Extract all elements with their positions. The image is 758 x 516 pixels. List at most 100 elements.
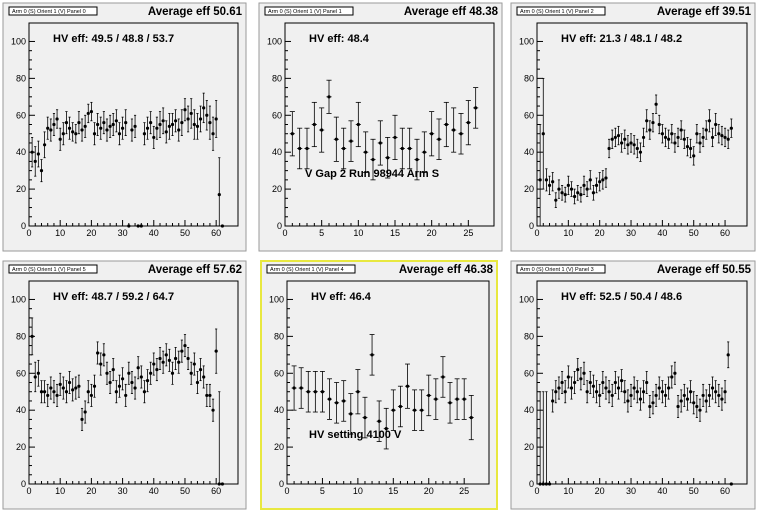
point-marker	[591, 384, 596, 388]
data-point	[607, 380, 611, 404]
data-point	[544, 168, 549, 192]
data-point	[726, 129, 730, 149]
point-marker	[186, 117, 190, 121]
point-marker	[327, 95, 331, 99]
data-point	[613, 127, 617, 148]
point-marker	[186, 356, 190, 361]
point-marker	[99, 362, 103, 366]
data-point	[720, 125, 724, 146]
y-tick-label: 100	[519, 294, 534, 304]
x-tick-label: 40	[149, 228, 159, 238]
data-point	[136, 224, 140, 228]
data-point	[170, 113, 175, 136]
data-point	[217, 157, 221, 227]
point-marker	[563, 193, 567, 197]
point-marker	[155, 126, 159, 130]
data-point	[576, 184, 580, 201]
point-marker	[455, 397, 459, 401]
data-point	[220, 482, 225, 486]
data-point	[174, 109, 178, 133]
point-marker	[152, 135, 156, 140]
data-point	[30, 137, 34, 168]
point-marker	[638, 150, 643, 154]
point-marker	[620, 379, 624, 383]
point-marker	[594, 390, 599, 394]
point-marker	[102, 353, 106, 357]
data-point	[663, 383, 668, 407]
data-point	[717, 124, 721, 144]
point-marker	[448, 401, 452, 405]
point-marker	[342, 146, 346, 151]
point-marker	[58, 382, 62, 386]
point-marker	[415, 157, 419, 162]
data-point	[641, 127, 646, 148]
point-marker	[585, 390, 589, 394]
point-marker	[682, 137, 686, 141]
point-marker	[557, 386, 561, 390]
point-marker	[717, 393, 721, 398]
point-marker	[663, 135, 668, 140]
data-point	[46, 383, 50, 407]
data-point	[183, 98, 187, 122]
data-point	[436, 118, 442, 160]
data-point	[685, 137, 690, 157]
point-marker	[202, 106, 206, 110]
data-point	[158, 347, 162, 370]
data-point	[585, 380, 589, 404]
point-marker	[573, 194, 577, 199]
point-marker	[698, 408, 702, 412]
point-marker	[685, 145, 690, 149]
point-marker	[136, 366, 140, 370]
data-point	[111, 113, 115, 136]
data-point	[582, 361, 586, 385]
data-point	[645, 109, 649, 133]
data-point	[632, 135, 636, 155]
point-marker	[61, 132, 65, 136]
data-point	[202, 92, 206, 124]
data-point	[183, 334, 187, 358]
data-point	[582, 175, 586, 196]
data-point	[108, 371, 112, 394]
data-point	[443, 101, 449, 148]
data-point	[186, 347, 190, 370]
data-point	[710, 376, 715, 400]
y-tick-label: 80	[272, 73, 282, 83]
data-point	[67, 371, 72, 394]
panel-2: 0 20 40 60 80 100 0 10 20 30 40 50 60 Arm 0 (S) Orien…	[510, 2, 756, 252]
data-point	[71, 378, 75, 402]
point-marker	[305, 146, 309, 151]
point-marker	[474, 106, 478, 110]
point-marker	[133, 386, 137, 390]
point-marker	[459, 132, 463, 136]
point-marker	[180, 121, 184, 125]
point-marker	[349, 139, 353, 143]
point-marker	[398, 404, 403, 409]
data-point	[164, 343, 168, 367]
data-point	[64, 380, 69, 404]
data-point	[67, 116, 72, 140]
point-marker	[177, 128, 181, 132]
point-marker	[220, 482, 225, 486]
point-marker	[114, 119, 118, 123]
y-tick-label: 100	[269, 294, 284, 304]
data-point	[654, 383, 658, 407]
point-marker	[114, 390, 118, 394]
data-point	[214, 328, 218, 374]
x-tick-label: 0	[534, 228, 539, 238]
data-point	[376, 400, 382, 442]
data-point	[152, 352, 156, 376]
point-marker	[174, 356, 178, 361]
data-point	[707, 109, 711, 133]
y-tick-label: 40	[16, 147, 26, 157]
data-point	[334, 382, 340, 424]
point-marker	[710, 386, 715, 390]
panel-title-box	[516, 264, 606, 274]
data-point	[673, 361, 677, 385]
point-marker	[717, 132, 721, 136]
point-marker	[117, 384, 122, 388]
data-point	[198, 105, 203, 133]
point-marker	[641, 390, 646, 394]
data-point	[127, 224, 131, 228]
point-marker	[149, 371, 153, 375]
data-point	[348, 120, 354, 162]
